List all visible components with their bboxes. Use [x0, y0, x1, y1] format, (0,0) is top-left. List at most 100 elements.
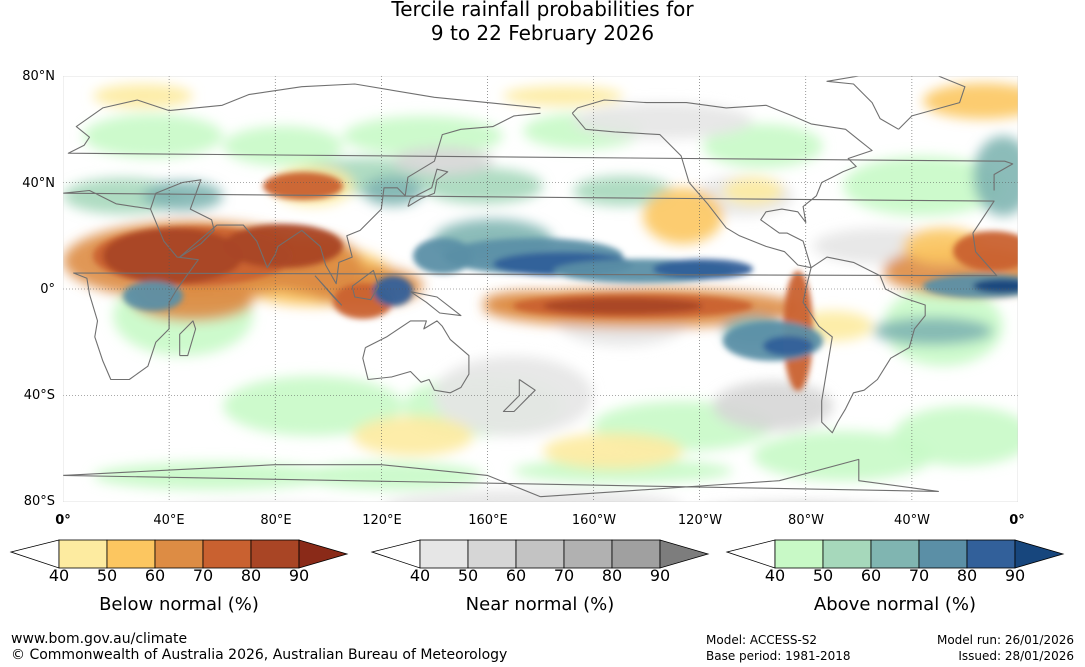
- legend-tick: 50: [457, 566, 479, 585]
- legend-tick: 40: [764, 566, 786, 585]
- below-probability-area: [543, 433, 683, 469]
- title-line-2: 9 to 22 February 2026: [430, 21, 655, 45]
- lon-label-120e: 120°E: [362, 513, 402, 528]
- japan-coastline: [407, 168, 449, 207]
- sumatra-coastline: [314, 275, 343, 306]
- above-probability-area: [143, 181, 223, 211]
- near-probability-area: [433, 356, 593, 436]
- lon-label-80e: 80°E: [260, 513, 292, 528]
- above-probability-area: [763, 336, 813, 356]
- above-probability-area: [223, 376, 403, 436]
- colorbar-upper-arrow: [1014, 539, 1065, 569]
- colorbar-segment: [966, 539, 1016, 569]
- below-probability-area: [543, 298, 703, 314]
- below-probability-area: [223, 224, 343, 268]
- near-probability-area: [573, 103, 753, 139]
- colorbar-segment: [250, 539, 300, 569]
- colorbar-upper-arrow: [298, 539, 349, 569]
- title-line-1: Tercile rainfall probabilities for: [391, 0, 694, 21]
- above-probability-area: [373, 276, 413, 306]
- below-probability-area: [103, 228, 243, 284]
- legend-tick: 50: [812, 566, 834, 585]
- above-probability-area: [513, 459, 733, 483]
- antarctica-west-coastline: [63, 458, 939, 498]
- legend-tick: 40: [409, 566, 431, 585]
- colorbar-segment: [154, 539, 204, 569]
- footer-url: www.bom.gov.au/climate: [11, 631, 188, 647]
- footer-model: Model: ACCESS-S2: [706, 633, 818, 647]
- legend-tick: 90: [649, 566, 671, 585]
- above-probability-area: [973, 279, 1018, 293]
- lon-label-160w: 160°W: [571, 513, 617, 528]
- below-probability-area: [923, 83, 1018, 119]
- above-probability-area: [223, 126, 343, 166]
- borneo-coastline: [351, 269, 380, 301]
- colorbar-segment: [58, 539, 108, 569]
- colorbar-lower-arrow: [370, 539, 421, 569]
- antarctica-coastline: [63, 464, 541, 498]
- map-title: Tercile rainfall probabilities for 9 to …: [0, 0, 1085, 45]
- above-probability-area: [363, 176, 423, 206]
- colorbar-segment: [822, 539, 872, 569]
- above-probability-area: [93, 462, 333, 490]
- north-america-coastline: [571, 99, 873, 269]
- newguinea-coastline: [410, 291, 462, 317]
- above-probability-area: [83, 114, 223, 158]
- above-probability-area: [653, 259, 753, 279]
- colorbar-upper-arrow: [659, 539, 710, 569]
- colorbar-segment: [774, 539, 824, 569]
- colorbar-segment: [918, 539, 968, 569]
- colorbar-segment: [515, 539, 565, 569]
- near-normal-colorbar: [370, 539, 710, 569]
- above-normal-colorbar: [725, 539, 1065, 569]
- near-probability-area: [387, 490, 679, 502]
- above-probability-area: [703, 124, 823, 168]
- near-probability-area: [393, 147, 493, 175]
- above-probability-area: [343, 116, 503, 156]
- legend-tick: 90: [288, 566, 310, 585]
- legend-tick: 60: [505, 566, 527, 585]
- asia-south-coastline: [149, 112, 541, 285]
- madagascar-coastline: [179, 320, 197, 357]
- above-probability-area: [893, 406, 1018, 466]
- legend-tick: 50: [96, 566, 118, 585]
- above-probability-area: [123, 281, 183, 311]
- legend-tick: 80: [601, 566, 623, 585]
- colorbar-segment: [870, 539, 920, 569]
- near-probability-area: [713, 381, 833, 431]
- below-probability-area: [93, 84, 193, 108]
- africa-coastline: [63, 189, 998, 381]
- colorbar-lower-arrow: [725, 539, 776, 569]
- lat-label-0: 0°: [40, 282, 55, 297]
- probability-cores: [93, 172, 1018, 391]
- below-probability-area: [503, 86, 623, 106]
- legend-tick: 80: [240, 566, 262, 585]
- below-probability-area: [953, 231, 1018, 271]
- above-probability-area: [413, 238, 473, 274]
- colorbar-segment: [611, 539, 661, 569]
- lon-label-0-east: 0°: [1009, 513, 1025, 528]
- above-normal-title: Above normal (%): [813, 594, 977, 615]
- below-probability-area: [643, 188, 723, 244]
- footer-issued: Issued: 28/01/2026: [958, 649, 1074, 663]
- colorbar-lower-arrow: [9, 539, 60, 569]
- footer-model-run: Model run: 26/01/2026: [936, 633, 1074, 647]
- colorbar-segment: [202, 539, 252, 569]
- rainfall-probability-map: [63, 76, 1018, 502]
- above-probability-area: [303, 462, 483, 490]
- lon-label-40e: 40°E: [153, 513, 185, 528]
- near-normal-title: Near normal (%): [465, 594, 615, 615]
- footer-base-period: Base period: 1981-2018: [706, 649, 851, 663]
- above-probability-area: [423, 168, 543, 204]
- lon-label-160e: 160°E: [468, 513, 508, 528]
- legend-tick: 80: [956, 566, 978, 585]
- below-probability-area: [723, 177, 783, 205]
- colorbar-segment: [106, 539, 156, 569]
- footer-copyright: © Commonwealth of Australia 2026, Austra…: [11, 647, 508, 663]
- australia-coastline: [362, 320, 470, 394]
- lat-label-40n: 40°N: [22, 176, 55, 191]
- below-probability-area: [353, 416, 473, 456]
- europe-coastline: [67, 83, 1014, 191]
- legend-tick: 60: [860, 566, 882, 585]
- legend-tick: 70: [908, 566, 930, 585]
